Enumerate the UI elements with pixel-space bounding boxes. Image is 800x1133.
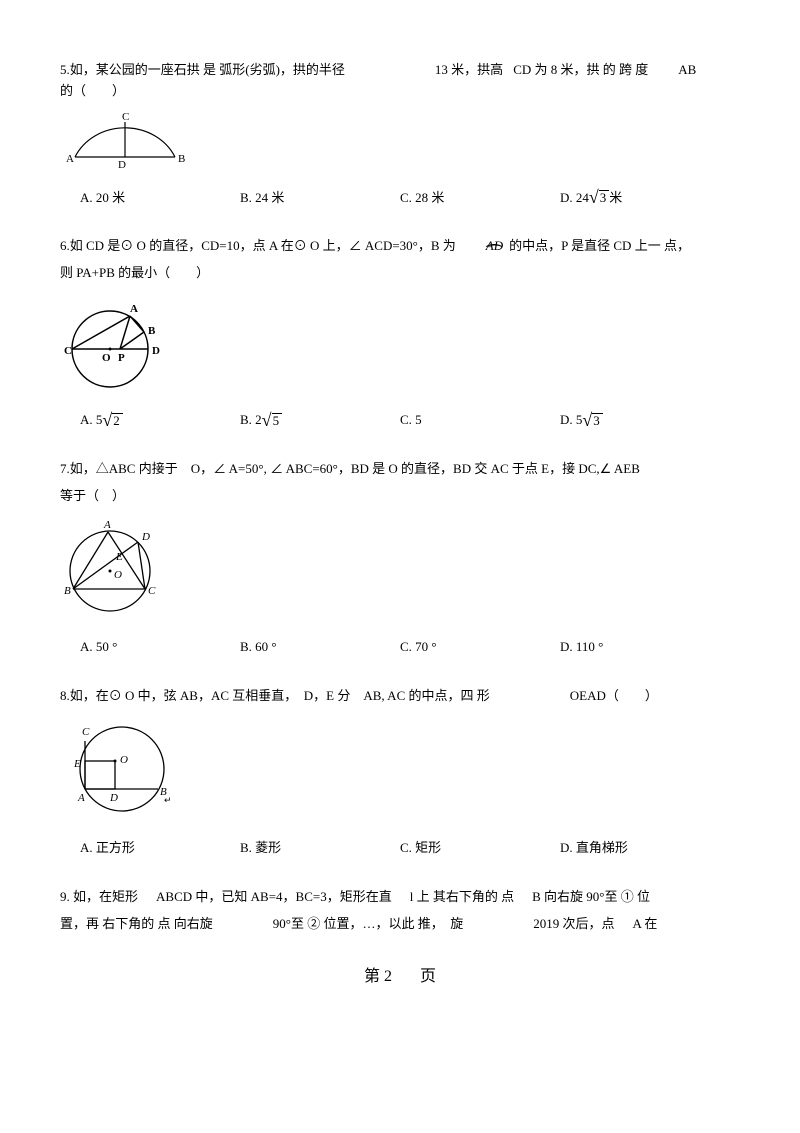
svg-text:E: E [73, 758, 81, 770]
svg-text:P: P [118, 352, 125, 364]
svg-text:C: C [122, 112, 129, 123]
q8-stem: 8.如，在⊙ O 中，弦 AB，AC 互相垂直， D，E 分 AB, AC 的中… [60, 686, 740, 707]
q8-opt-a: A. 正方形 [80, 838, 240, 859]
q6-stem: 6.如 CD 是⊙ O 的直径，CD=10，点 A 在⊙ O 上，∠ ACD=3… [60, 236, 740, 284]
svg-text:B: B [178, 153, 185, 165]
q6-figure: A B D C O P [60, 294, 740, 394]
q8-stem-p1: 8.如，在⊙ O 中，弦 AB，AC 互相垂直， D，E 分 AB, AC 的中… [60, 686, 490, 707]
q5-opt-c: C. 28 米 [400, 188, 560, 209]
svg-text:B: B [148, 325, 156, 337]
q9-l2-p3: 2019 次后，点 [533, 914, 614, 935]
svg-text:O: O [102, 352, 111, 364]
q8-opt-b: B. 菱形 [240, 838, 400, 859]
svg-text:D: D [141, 531, 150, 543]
q6-opt-a: A. 5 √2 [80, 410, 240, 431]
page-footer: 第 2 页 [60, 964, 740, 990]
svg-text:A: A [77, 792, 85, 804]
q5-figure: A B C D [60, 112, 740, 172]
q8-stem-p2: OEAD（ ） [570, 686, 658, 707]
svg-text:A: A [103, 519, 111, 531]
question-9: 9. 如，在矩形 ABCD 中，已知 AB=4，BC=3，矩形在直 l 上 其右… [60, 887, 740, 935]
page-suffix: 页 [420, 968, 436, 985]
svg-text:O: O [114, 569, 122, 581]
q6-options: A. 5 √2 B. 2 √5 C. 5 D. 5 √3 [80, 410, 740, 431]
sqrt-icon: √3 [589, 190, 609, 205]
svg-text:B: B [64, 585, 71, 597]
q5-stem: 5.如，某公园的一座石拱 是 弧形(劣弧)，拱的半径 13 米，拱高 CD 为 … [60, 60, 740, 102]
svg-text:A: A [66, 153, 74, 165]
q5-opt-a: A. 20 米 [80, 188, 240, 209]
svg-text:C: C [82, 726, 90, 738]
q5-opt-b: B. 24 米 [240, 188, 400, 209]
q5-stem-p4: AB [678, 60, 696, 81]
svg-text:A: A [130, 303, 138, 315]
q9-l1-p1: 9. 如，在矩形 [60, 887, 138, 908]
svg-text:D: D [109, 792, 118, 804]
question-8: 8.如，在⊙ O 中，弦 AB，AC 互相垂直， D，E 分 AB, AC 的中… [60, 686, 740, 859]
q8-opt-c: C. 矩形 [400, 838, 560, 859]
svg-text:C: C [64, 345, 72, 357]
q7-stem-l2: 等于（ ） [60, 486, 740, 507]
q6-opt-d: D. 5 √3 [560, 410, 720, 431]
question-5: 5.如，某公园的一座石拱 是 弧形(劣弧)，拱的半径 13 米，拱高 CD 为 … [60, 60, 740, 208]
q7-stem-l1: 7.如，△ABC 内接于 O，∠ A=50°, ∠ ABC=60°，BD 是 O… [60, 459, 740, 480]
q5-stem-p1: 5.如，某公园的一座石拱 是 弧形(劣弧)，拱的半径 [60, 60, 345, 81]
q9-l1-p2: ABCD 中，已知 AB=4，BC=3，矩形在直 [156, 887, 392, 908]
q6-opt-c: C. 5 [400, 410, 560, 431]
svg-text:E: E [115, 551, 123, 563]
q8-opt-d: D. 直角梯形 [560, 838, 720, 859]
q7-options: A. 50 ° B. 60 ° C. 70 ° D. 110 ° [80, 637, 740, 658]
q8-options: A. 正方形 B. 菱形 C. 矩形 D. 直角梯形 [80, 838, 740, 859]
q9-l2-p1: 置，再 右下角的 点 向右旋 [60, 914, 213, 935]
q7-opt-d: D. 110 ° [560, 637, 720, 658]
q9-stem: 9. 如，在矩形 ABCD 中，已知 AB=4，BC=3，矩形在直 l 上 其右… [60, 887, 740, 935]
q7-figure: A B C D E O [60, 516, 740, 621]
q7-opt-c: C. 70 ° [400, 637, 560, 658]
page-number: 第 2 [364, 968, 392, 985]
question-7: 7.如，△ABC 内接于 O，∠ A=50°, ∠ ABC=60°，BD 是 O… [60, 459, 740, 658]
svg-text:↵: ↵ [164, 795, 172, 805]
q9-l1-p3: l 上 其右下角的 点 [410, 887, 514, 908]
q7-opt-b: B. 60 ° [240, 637, 400, 658]
q9-l2-p4: A 在 [632, 914, 657, 935]
question-6: 6.如 CD 是⊙ O 的直径，CD=10，点 A 在⊙ O 上，∠ ACD=3… [60, 236, 740, 430]
svg-text:C: C [148, 585, 156, 597]
q6-stem-l2: 则 PA+PB 的最小（ ） [60, 263, 740, 284]
q6-opt-b: B. 2 √5 [240, 410, 400, 431]
q6-stem-p3: 的中点，P 是直径 CD 上一 点， [509, 236, 690, 257]
q7-opt-a: A. 50 ° [80, 637, 240, 658]
sqrt-icon: √2 [102, 413, 122, 428]
q5-opt-d: D. 24 √3 米 [560, 188, 720, 209]
q5-options: A. 20 米 B. 24 米 C. 28 米 D. 24 √3 米 [80, 188, 740, 209]
svg-text:O: O [120, 754, 128, 766]
svg-text:D: D [152, 345, 160, 357]
q5-stem-l2: 的（ ） [60, 81, 740, 102]
q8-figure: A B C D E O ↵ [60, 717, 740, 822]
q6-stem-p1: 6.如 CD 是⊙ O 的直径，CD=10，点 A 在⊙ O 上，∠ ACD=3… [60, 236, 456, 257]
q5-stem-p2: 13 米，拱高 [435, 60, 503, 81]
sqrt-icon: √5 [262, 413, 282, 428]
sqrt-icon: √3 [582, 413, 602, 428]
q5-stem-p3: CD 为 8 米，拱 的 跨 度 [513, 60, 648, 81]
q9-l1-p4: B 向右旋 90°至 ① 位 [532, 887, 650, 908]
q7-stem: 7.如，△ABC 内接于 O，∠ A=50°, ∠ ABC=60°，BD 是 O… [60, 459, 740, 507]
svg-text:D: D [118, 159, 126, 171]
q9-l2-p2: 90°至 ② 位置，…，以此 推， 旋 [273, 914, 463, 935]
